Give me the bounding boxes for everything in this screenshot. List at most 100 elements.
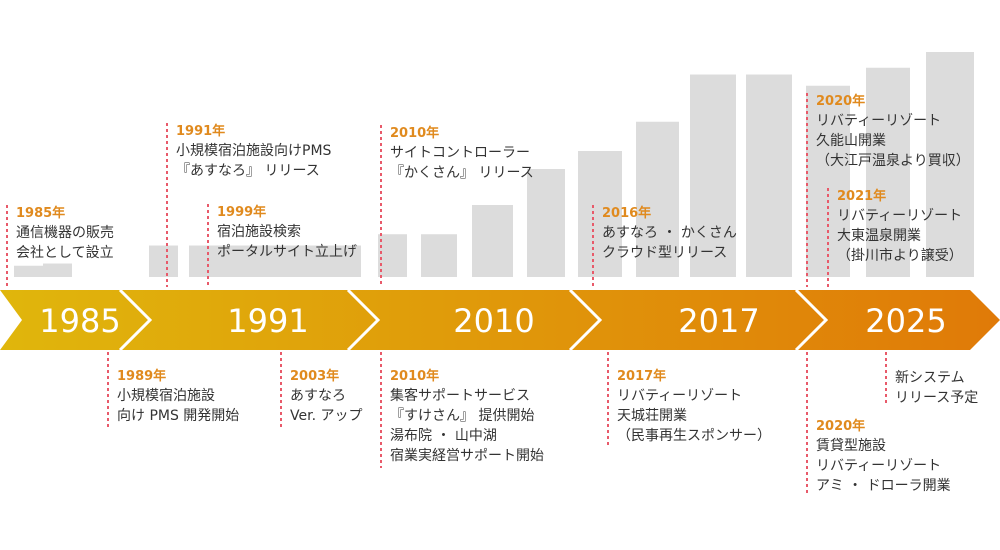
event-text: クラウド型リリース bbox=[602, 245, 728, 261]
event-text: （大江戸温泉より買収） bbox=[816, 153, 970, 169]
dotted-marker bbox=[107, 352, 109, 428]
timeline-event: 1991年小規模宿泊施設向けPMS 『あすなろ』 リリース bbox=[176, 123, 331, 181]
event-year: 2021年 bbox=[837, 189, 887, 204]
event-text: （掛川市より譲受） bbox=[837, 248, 963, 264]
dotted-marker bbox=[380, 352, 382, 468]
growth-bar bbox=[238, 245, 269, 277]
event-text: サイトコントローラー bbox=[390, 145, 530, 161]
event-text: あすなろ bbox=[290, 388, 346, 404]
growth-bar bbox=[472, 205, 513, 277]
dotted-marker bbox=[280, 352, 282, 428]
growth-bar bbox=[207, 245, 238, 277]
event-year: 2016年 bbox=[602, 206, 652, 221]
event-text: 久能山開業 bbox=[816, 133, 886, 149]
era-label: 1991 bbox=[227, 302, 308, 340]
era-divider bbox=[794, 288, 829, 352]
event-text: 『すけさん』 提供開始 bbox=[390, 408, 535, 424]
timeline-event: 1989年小規模宿泊施設向け PMS 開発開始 bbox=[117, 368, 239, 426]
event-text: 『かくさん』 リリース bbox=[390, 165, 534, 181]
event-text: アミ ・ ドローラ開業 bbox=[816, 478, 951, 494]
dotted-marker bbox=[592, 205, 594, 287]
event-text: Ver. アップ bbox=[290, 408, 363, 424]
event-text: 賃貸型施設 bbox=[816, 438, 886, 454]
dotted-marker bbox=[806, 93, 808, 287]
event-year: 1985年 bbox=[16, 206, 66, 221]
event-text: 新システム bbox=[895, 370, 965, 386]
dotted-marker bbox=[380, 125, 382, 287]
event-text: 天城荘開業 bbox=[617, 408, 687, 424]
event-year: 2003年 bbox=[290, 369, 340, 384]
timeline-event: 2020年賃貸型施設リバティーリゾート アミ ・ ドローラ開業 bbox=[816, 418, 951, 496]
event-text: リバティーリゾート bbox=[816, 113, 942, 129]
dotted-marker bbox=[166, 123, 168, 287]
timeline-event: 2017年リバティーリゾート 天城荘開業 （民事再生スポンサー） bbox=[617, 368, 771, 446]
growth-bar bbox=[527, 169, 565, 277]
event-text: あすなろ ・ かくさん bbox=[602, 225, 737, 241]
era-divider bbox=[568, 288, 603, 352]
event-text: 通信機器の販売 bbox=[16, 225, 114, 241]
growth-bar bbox=[302, 245, 332, 277]
growth-bar bbox=[690, 74, 736, 277]
era-label: 2010 bbox=[453, 302, 534, 340]
timeline-event: 2016年あすなろ ・ かくさん クラウド型リリース bbox=[602, 205, 737, 263]
timeline-event: 2020年リバティーリゾート 久能山開業 （大江戸温泉より買収） bbox=[816, 93, 970, 171]
dotted-marker bbox=[607, 352, 609, 447]
event-year: 2020年 bbox=[816, 94, 866, 109]
dotted-marker bbox=[827, 188, 829, 287]
era-label: 2017 bbox=[678, 302, 759, 340]
timeline-event: 2003年あすなろ Ver. アップ bbox=[290, 368, 362, 426]
event-text: 宿業実経営サポート開始 bbox=[390, 448, 544, 464]
event-text: 小規模宿泊施設 bbox=[117, 388, 215, 404]
event-text: リバティーリゾート bbox=[837, 208, 963, 224]
event-text: 湯布院 ・ 山中湖 bbox=[390, 428, 497, 444]
era-divider bbox=[118, 288, 153, 352]
dotted-marker bbox=[806, 352, 808, 496]
timeline-event: 2010年 集客サポートサービス 『すけさん』 提供開始 湯布院 ・ 山中湖 宿業実経営… bbox=[390, 368, 544, 466]
timeline-event: 1999年宿泊施設検索ポータルサイト立上げ bbox=[217, 204, 357, 262]
event-year: 1989年 bbox=[117, 369, 167, 384]
event-year: 2010年 bbox=[390, 369, 440, 384]
event-text: 向け PMS 開発開始 bbox=[117, 408, 240, 424]
event-text: リリース予定 bbox=[895, 390, 979, 406]
event-text: 『あすなろ』 リリース bbox=[176, 163, 320, 179]
event-year: 1991年 bbox=[176, 124, 226, 139]
timeline-event: 2010年サイトコントローラー 『かくさん』 リリース bbox=[390, 125, 534, 183]
growth-bar bbox=[269, 245, 302, 277]
event-text: リバティーリゾート bbox=[617, 388, 743, 404]
dotted-marker bbox=[885, 352, 887, 405]
event-text: 大東温泉開業 bbox=[837, 228, 921, 244]
era-label: 2025 bbox=[865, 302, 946, 340]
event-text: 小規模宿泊施設向けPMS bbox=[176, 143, 332, 159]
timeline-event: 1985年通信機器の販売 会社として設立 bbox=[16, 205, 114, 263]
timeline-event: 2021年リバティーリゾート 大東温泉開業 （掛川市より譲受） bbox=[837, 188, 963, 266]
event-text: リバティーリゾート bbox=[816, 458, 942, 474]
event-text: 宿泊施設検索 bbox=[217, 224, 301, 240]
growth-bar bbox=[14, 265, 43, 277]
event-year: 2010年 bbox=[390, 126, 440, 141]
growth-bar bbox=[189, 245, 207, 277]
growth-bar bbox=[746, 74, 792, 277]
dotted-marker bbox=[207, 204, 209, 287]
growth-bar bbox=[149, 245, 178, 277]
event-text: 会社として設立 bbox=[16, 245, 114, 261]
dotted-marker bbox=[6, 205, 8, 287]
growth-bar bbox=[43, 263, 72, 277]
timeline-event: 新システムリリース予定 bbox=[895, 368, 978, 408]
event-year: 2017年 bbox=[617, 369, 667, 384]
growth-bar bbox=[421, 234, 457, 277]
growth-bar bbox=[378, 234, 407, 277]
growth-bar bbox=[866, 67, 910, 277]
era-divider bbox=[346, 288, 381, 352]
growth-bar bbox=[636, 121, 679, 277]
event-year: 1999年 bbox=[217, 205, 267, 220]
event-year: 2020年 bbox=[816, 419, 866, 434]
event-text: ポータルサイト立上げ bbox=[217, 244, 357, 260]
era-label: 1985 bbox=[39, 302, 120, 340]
growth-bar bbox=[578, 151, 622, 277]
growth-bar bbox=[332, 245, 361, 277]
event-text: （民事再生スポンサー） bbox=[617, 428, 771, 444]
era-band-shape bbox=[0, 290, 1000, 350]
